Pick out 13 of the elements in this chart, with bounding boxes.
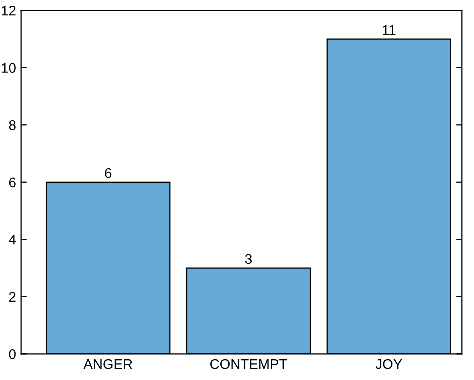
x-tick-label: ANGER xyxy=(84,359,132,370)
data-label: 11 xyxy=(382,25,396,35)
y-tick-label: 12 xyxy=(2,6,16,16)
y-tick-label: 6 xyxy=(9,178,16,188)
data-label: 3 xyxy=(245,254,252,264)
y-tick-label: 0 xyxy=(9,349,16,360)
x-tick-label: CONTEMPT xyxy=(210,359,288,370)
y-tick-label: 2 xyxy=(9,292,16,302)
data-label: 6 xyxy=(105,168,112,178)
x-tick-label: JOY xyxy=(376,359,402,370)
y-tick-label: 10 xyxy=(2,63,16,74)
y-tick-label: 4 xyxy=(9,235,16,245)
y-tick-label: 8 xyxy=(9,120,16,130)
